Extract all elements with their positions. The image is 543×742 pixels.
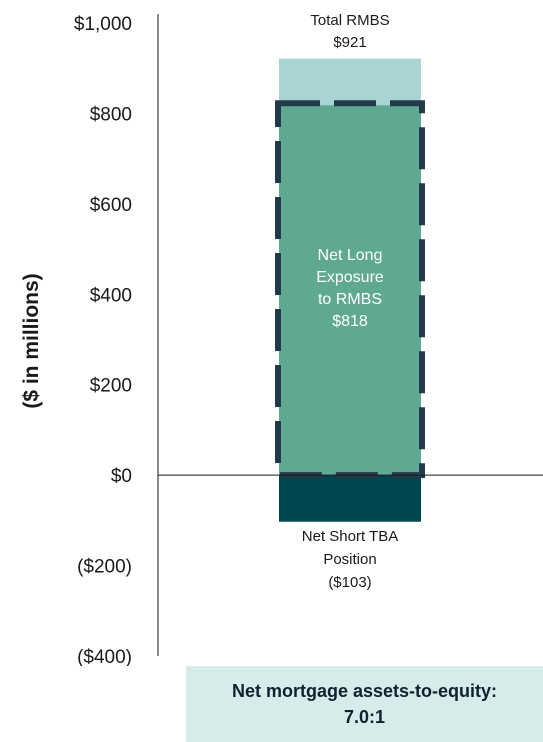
y-tick-label: $600 <box>90 195 132 216</box>
bar-net-short-tba <box>279 475 421 522</box>
data-label-net-long-exposure: Exposure <box>316 269 384 286</box>
y-tick-label: $400 <box>90 285 132 306</box>
data-label-net-short-tba: Position <box>323 551 376 568</box>
ratio-callout-title: Net mortgage assets-to-equity: <box>231 681 498 701</box>
y-axis-label: ($ in millions) <box>20 273 43 408</box>
y-tick-label: $800 <box>90 104 132 125</box>
data-label-net-short-tba: ($103) <box>328 574 371 591</box>
y-axis-ticks: $1,000 $800 $600 $400 $200 $0 ($200) ($400) <box>74 14 132 666</box>
data-label-total-rmbs: $921 <box>333 34 366 51</box>
ratio-callout-value: 7.0:1 <box>343 707 386 727</box>
chart: $1,000 $800 $600 $400 $200 $0 ($200) ($400) ($ … <box>20 12 543 666</box>
data-label-net-long-exposure: $818 <box>332 313 368 330</box>
bar-labels: Total RMBS $921 Net Long Exposure to RMBS $81… <box>302 12 398 591</box>
y-tick-label: $0 <box>111 466 132 487</box>
data-label-net-short-tba: Net Short TBA <box>302 528 398 545</box>
data-label-net-long-exposure: Net Long <box>318 247 383 264</box>
bar-net-long-exposure <box>279 105 421 476</box>
axes <box>157 14 543 656</box>
y-tick-label: ($400) <box>77 647 132 666</box>
data-label-total-rmbs: Total RMBS <box>310 12 389 29</box>
y-tick-label: $200 <box>90 376 132 397</box>
data-label-net-long-exposure: to RMBS <box>318 291 382 308</box>
bars <box>275 58 425 522</box>
y-tick-label: ($200) <box>77 557 132 578</box>
ratio-callout: Net mortgage assets-to-equity: 7.0:1 <box>186 666 543 742</box>
y-tick-label: $1,000 <box>74 14 132 35</box>
